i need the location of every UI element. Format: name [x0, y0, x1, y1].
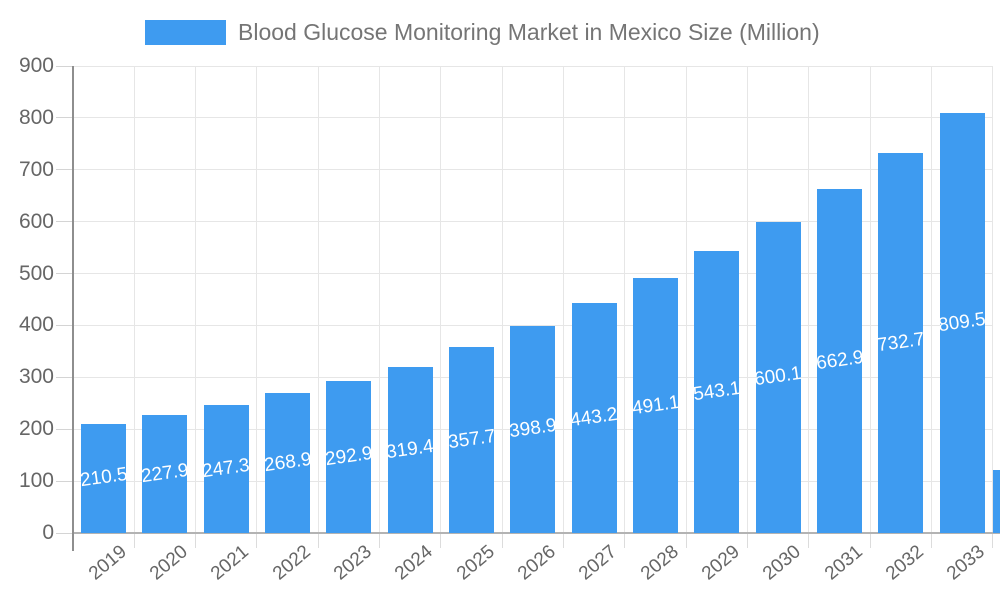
bar[interactable]: 247.3 [203, 404, 249, 533]
x-axis-tick [992, 533, 994, 548]
y-axis-label: 600 [18, 209, 54, 233]
bar-value-label: 319.4 [387, 435, 433, 464]
y-axis-tick [56, 376, 73, 378]
x-axis-tick [685, 533, 687, 548]
y-axis-label: 200 [18, 417, 54, 441]
bar-value-label: 662.9 [817, 346, 863, 375]
y-gridline [73, 324, 993, 326]
y-axis-tick [56, 169, 73, 171]
y-axis-line [72, 66, 74, 551]
bar-value-label: 809.5 [939, 308, 985, 337]
x-gridline [992, 66, 994, 533]
bar[interactable]: 543.1 [694, 251, 740, 533]
x-gridline [501, 66, 503, 533]
bar[interactable]: 809.5 [939, 112, 985, 533]
y-axis-label: 100 [18, 469, 54, 493]
x-gridline [133, 66, 135, 533]
x-gridline [563, 66, 565, 533]
x-axis-line [73, 532, 1000, 534]
bar-value-label: 543.1 [694, 377, 740, 406]
chart-legend[interactable]: Blood Glucose Monitoring Market in Mexic… [145, 19, 820, 46]
y-gridline [73, 65, 993, 67]
x-axis-tick [379, 533, 381, 548]
bar[interactable]: 398.9 [510, 326, 556, 533]
bar[interactable]: 210.5 [81, 423, 127, 533]
x-gridline [869, 66, 871, 533]
bar-value-label: 268.9 [265, 449, 311, 477]
x-axis-tick [747, 533, 749, 548]
y-gridline [73, 169, 993, 171]
x-axis-tick [195, 533, 197, 548]
x-axis-tick [133, 533, 135, 548]
y-axis-tick [56, 480, 73, 482]
bar-value-label: 247.3 [203, 454, 249, 483]
partial-bar-edge [993, 470, 1000, 533]
legend-swatch [145, 20, 226, 45]
x-gridline [685, 66, 687, 533]
y-axis-label: 800 [18, 105, 54, 129]
y-axis-tick [56, 221, 73, 223]
bar[interactable]: 227.9 [142, 414, 188, 533]
bar-value-label: 227.9 [142, 459, 188, 488]
y-axis-tick [56, 324, 73, 326]
x-axis-tick [501, 533, 503, 548]
bar-value-label: 292.9 [326, 442, 372, 471]
bar[interactable]: 662.9 [817, 189, 863, 533]
x-axis-tick [256, 533, 258, 548]
x-gridline [379, 66, 381, 533]
x-gridline [195, 66, 197, 533]
legend-label: Blood Glucose Monitoring Market in Mexic… [238, 19, 820, 45]
x-gridline [931, 66, 933, 533]
x-axis-tick [869, 533, 871, 548]
x-axis-label: 2019 [84, 541, 131, 585]
bar-value-label: 732.7 [878, 328, 924, 357]
y-axis-tick [56, 65, 73, 67]
x-axis-tick [317, 533, 319, 548]
x-gridline [256, 66, 258, 533]
y-axis-tick [56, 532, 73, 534]
x-axis-tick [440, 533, 442, 548]
y-axis-tick [56, 428, 73, 430]
bar[interactable]: 292.9 [326, 381, 372, 533]
y-axis-label: 500 [18, 261, 54, 285]
bar-value-label: 357.7 [449, 425, 495, 454]
bar[interactable]: 443.2 [571, 303, 617, 533]
y-gridline [73, 273, 993, 275]
x-axis-tick [931, 533, 933, 548]
x-gridline [440, 66, 442, 533]
y-axis-label: 700 [18, 157, 54, 181]
y-gridline [73, 221, 993, 223]
bar-value-label: 443.2 [571, 403, 617, 432]
x-axis-tick [808, 533, 810, 548]
bar[interactable]: 600.1 [755, 221, 801, 533]
x-gridline [808, 66, 810, 533]
bar[interactable]: 319.4 [387, 367, 433, 533]
x-gridline [317, 66, 319, 533]
x-gridline [624, 66, 626, 533]
y-axis-label: 900 [18, 54, 54, 77]
bar[interactable]: 732.7 [878, 152, 924, 533]
y-axis-label: 300 [18, 365, 54, 389]
y-axis-label: 0 [42, 521, 54, 544]
bar-value-label: 600.1 [755, 363, 801, 391]
y-axis-label: 400 [18, 313, 54, 337]
y-gridline [73, 117, 993, 119]
bar-value-label: 398.9 [510, 415, 556, 443]
y-axis-tick [56, 273, 73, 275]
bar[interactable]: 268.9 [265, 393, 311, 533]
bar-value-label: 210.5 [81, 464, 127, 492]
bar[interactable]: 491.1 [633, 278, 679, 533]
x-axis-tick [563, 533, 565, 548]
bar-value-label: 491.1 [633, 391, 679, 419]
bar[interactable]: 357.7 [449, 347, 495, 533]
x-gridline [747, 66, 749, 533]
y-axis-tick [56, 117, 73, 119]
x-axis-tick [624, 533, 626, 548]
